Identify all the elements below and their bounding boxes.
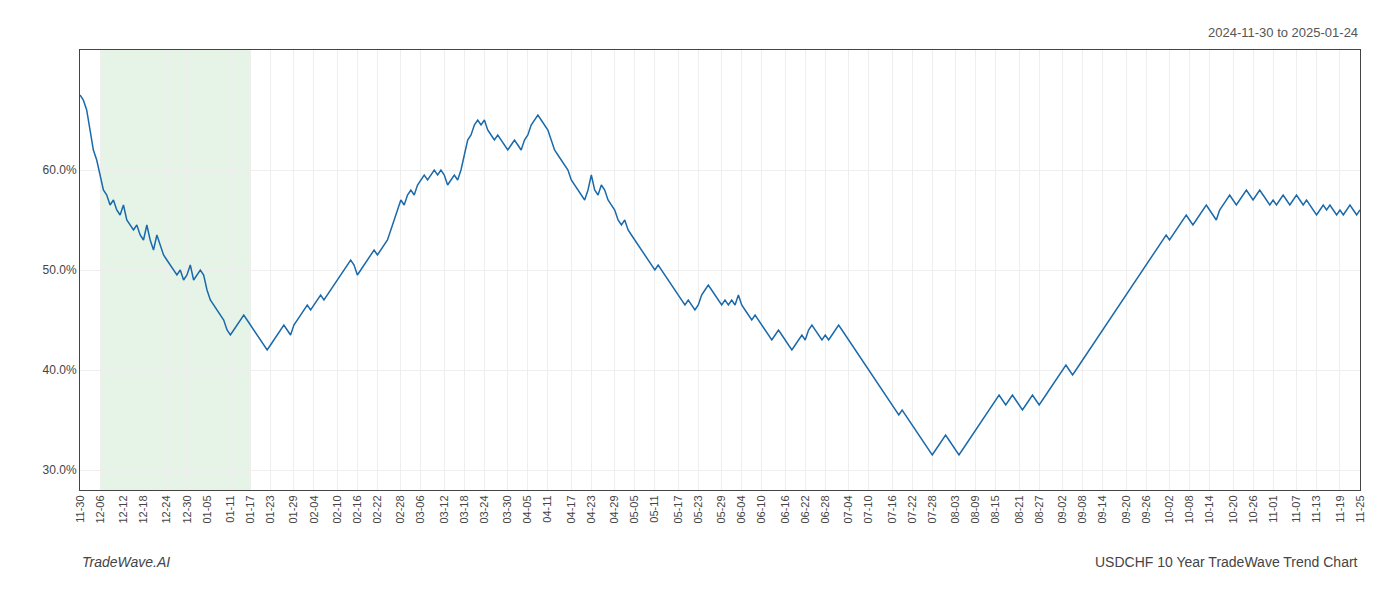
- svg-text:09-20: 09-20: [1120, 495, 1132, 523]
- svg-text:05-17: 05-17: [672, 495, 684, 523]
- svg-text:07-22: 07-22: [906, 495, 918, 523]
- svg-text:06-10: 06-10: [755, 495, 767, 523]
- svg-text:01-17: 01-17: [244, 495, 256, 523]
- svg-text:03-18: 03-18: [458, 495, 470, 523]
- svg-text:09-14: 09-14: [1096, 495, 1108, 523]
- svg-text:12-12: 12-12: [117, 495, 129, 523]
- svg-text:11-19: 11-19: [1334, 495, 1346, 522]
- svg-text:05-29: 05-29: [715, 495, 727, 523]
- svg-text:USDCHF 10 Year TradeWave Trend: USDCHF 10 Year TradeWave Trend Chart: [1095, 554, 1358, 570]
- svg-text:06-04: 06-04: [735, 495, 747, 523]
- svg-text:04-23: 04-23: [585, 495, 597, 523]
- svg-text:10-26: 10-26: [1247, 495, 1259, 523]
- svg-text:07-10: 07-10: [862, 495, 874, 523]
- svg-text:50.0%: 50.0%: [43, 263, 77, 277]
- svg-text:03-30: 03-30: [501, 495, 513, 523]
- svg-text:07-16: 07-16: [886, 495, 898, 523]
- svg-text:08-15: 08-15: [989, 495, 1001, 523]
- svg-text:07-04: 07-04: [842, 495, 854, 523]
- svg-text:07-28: 07-28: [926, 495, 938, 523]
- svg-text:08-27: 08-27: [1033, 495, 1045, 523]
- svg-text:09-26: 09-26: [1140, 495, 1152, 523]
- svg-text:01-23: 01-23: [264, 495, 276, 523]
- svg-text:02-22: 02-22: [371, 495, 383, 523]
- svg-text:02-04: 02-04: [308, 495, 320, 523]
- svg-text:10-08: 10-08: [1183, 495, 1195, 523]
- svg-text:2024-11-30 to 2025-01-24: 2024-11-30 to 2025-01-24: [1208, 25, 1358, 40]
- svg-text:10-02: 10-02: [1163, 495, 1175, 523]
- svg-text:05-23: 05-23: [692, 495, 704, 523]
- svg-text:02-28: 02-28: [394, 495, 406, 523]
- svg-text:TradeWave.AI: TradeWave.AI: [82, 554, 170, 570]
- svg-text:03-06: 03-06: [414, 495, 426, 523]
- svg-text:11-01: 11-01: [1267, 495, 1279, 522]
- svg-text:05-11: 05-11: [648, 495, 660, 522]
- svg-text:12-24: 12-24: [160, 495, 172, 523]
- svg-text:06-28: 06-28: [819, 495, 831, 523]
- svg-text:09-02: 09-02: [1056, 495, 1068, 523]
- svg-text:06-22: 06-22: [799, 495, 811, 523]
- svg-text:11-07: 11-07: [1290, 495, 1302, 522]
- svg-text:08-21: 08-21: [1013, 495, 1025, 523]
- svg-text:01-11: 01-11: [224, 495, 236, 522]
- svg-text:04-29: 04-29: [608, 495, 620, 523]
- svg-text:12-06: 12-06: [94, 495, 106, 523]
- svg-text:08-03: 08-03: [949, 495, 961, 523]
- svg-text:08-09: 08-09: [969, 495, 981, 523]
- svg-text:40.0%: 40.0%: [43, 363, 77, 377]
- svg-text:02-16: 02-16: [351, 495, 363, 523]
- svg-text:04-11: 04-11: [541, 495, 553, 522]
- svg-text:01-05: 01-05: [201, 495, 213, 523]
- svg-text:11-30: 11-30: [74, 495, 86, 522]
- svg-text:05-05: 05-05: [628, 495, 640, 523]
- svg-text:30.0%: 30.0%: [43, 463, 77, 477]
- svg-text:01-29: 01-29: [287, 495, 299, 523]
- svg-text:02-10: 02-10: [331, 495, 343, 523]
- svg-text:12-18: 12-18: [137, 495, 149, 523]
- svg-text:11-13: 11-13: [1310, 495, 1322, 522]
- svg-text:12-30: 12-30: [181, 495, 193, 523]
- svg-text:06-16: 06-16: [779, 495, 791, 523]
- svg-text:11-25: 11-25: [1354, 495, 1366, 522]
- svg-text:09-08: 09-08: [1076, 495, 1088, 523]
- svg-text:04-05: 04-05: [521, 495, 533, 523]
- svg-text:60.0%: 60.0%: [43, 163, 77, 177]
- svg-text:03-12: 03-12: [438, 495, 450, 523]
- svg-text:03-24: 03-24: [478, 495, 490, 523]
- svg-text:10-14: 10-14: [1203, 495, 1215, 523]
- svg-text:10-20: 10-20: [1227, 495, 1239, 523]
- svg-text:04-17: 04-17: [565, 495, 577, 523]
